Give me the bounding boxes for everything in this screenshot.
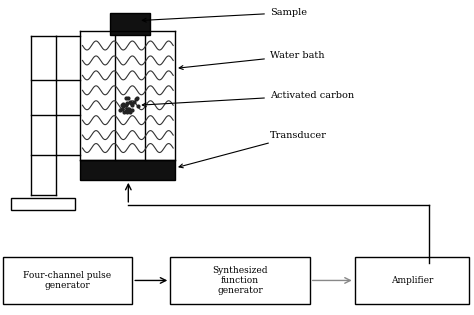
Bar [3,256,132,304]
Bar [170,256,310,304]
Text: Activated carbon: Activated carbon [142,91,354,107]
Bar [110,13,150,35]
Text: Synthesized
function
generator: Synthesized function generator [212,266,268,295]
Text: Transducer: Transducer [179,131,327,168]
Bar [355,256,469,304]
Text: Four-channel pulse
generator: Four-channel pulse generator [23,271,111,290]
Text: Amplifier: Amplifier [391,276,433,285]
Text: Water bath: Water bath [179,51,324,70]
Text: Sample: Sample [142,8,307,22]
Bar [81,160,175,180]
Bar [11,198,75,210]
